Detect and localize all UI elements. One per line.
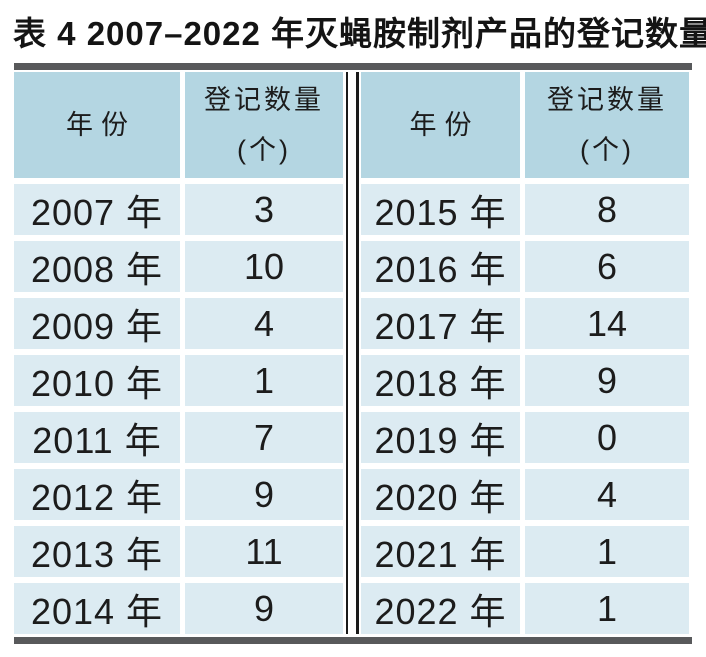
count-cell: 14: [525, 298, 689, 349]
count-cell: 9: [525, 355, 689, 406]
year-cell: 2022 年: [361, 583, 520, 634]
count-cell: 8: [525, 184, 689, 235]
year-cell: 2021 年: [361, 526, 520, 577]
header-count-label-line2: (个): [580, 135, 634, 165]
year-cell: 2018 年: [361, 355, 520, 406]
table-body: 年份 登记数量 (个) 2007 年 3 2008 年 10 2009 年 4 …: [14, 72, 692, 634]
count-cell: 3: [185, 184, 343, 235]
year-cell: 2015 年: [361, 184, 520, 235]
year-cell: 2011 年: [14, 412, 180, 463]
header-count-label-line1: 登记数量: [204, 85, 324, 115]
count-cell: 11: [185, 526, 343, 577]
year-cell: 2016 年: [361, 241, 520, 292]
divider-line-left: [346, 72, 348, 634]
count-cell: 9: [185, 583, 343, 634]
year-cell: 2014 年: [14, 583, 180, 634]
header-cell-year-left: 年份: [14, 72, 180, 178]
count-cell: 1: [525, 583, 689, 634]
header-cell-count-right: 登记数量 (个): [525, 72, 689, 178]
year-cell: 2013 年: [14, 526, 180, 577]
count-cell: 4: [525, 469, 689, 520]
registration-table: 年份 登记数量 (个) 2007 年 3 2008 年 10 2009 年 4 …: [14, 63, 692, 644]
page-title: 表 4 2007–2022 年灭蝇胺制剂产品的登记数量: [13, 15, 706, 52]
header-year-label: 年份: [409, 110, 480, 140]
year-cell: 2019 年: [361, 412, 520, 463]
count-cell: 9: [185, 469, 343, 520]
year-cell: 2007 年: [14, 184, 180, 235]
count-cell: 6: [525, 241, 689, 292]
right-subtable: 年份 登记数量 (个) 2015 年 8 2016 年 6 2017 年 14 …: [361, 72, 689, 634]
count-cell: 1: [185, 355, 343, 406]
count-cell: 1: [525, 526, 689, 577]
header-cell-count-left: 登记数量 (个): [185, 72, 343, 178]
year-cell: 2020 年: [361, 469, 520, 520]
year-cell: 2017 年: [361, 298, 520, 349]
column-divider: [343, 72, 361, 634]
left-subtable: 年份 登记数量 (个) 2007 年 3 2008 年 10 2009 年 4 …: [14, 72, 343, 634]
count-cell: 0: [525, 412, 689, 463]
table-bottom-rule: [14, 637, 692, 644]
count-cell: 7: [185, 412, 343, 463]
year-cell: 2008 年: [14, 241, 180, 292]
year-cell: 2009 年: [14, 298, 180, 349]
year-cell: 2010 年: [14, 355, 180, 406]
header-count-label-line2: (个): [237, 135, 291, 165]
year-cell: 2012 年: [14, 469, 180, 520]
divider-line-right: [356, 72, 359, 634]
count-cell: 4: [185, 298, 343, 349]
header-cell-year-right: 年份: [361, 72, 520, 178]
table-top-rule: [14, 63, 692, 70]
count-cell: 10: [185, 241, 343, 292]
header-year-label: 年份: [66, 110, 136, 140]
header-count-label-line1: 登记数量: [547, 85, 667, 115]
